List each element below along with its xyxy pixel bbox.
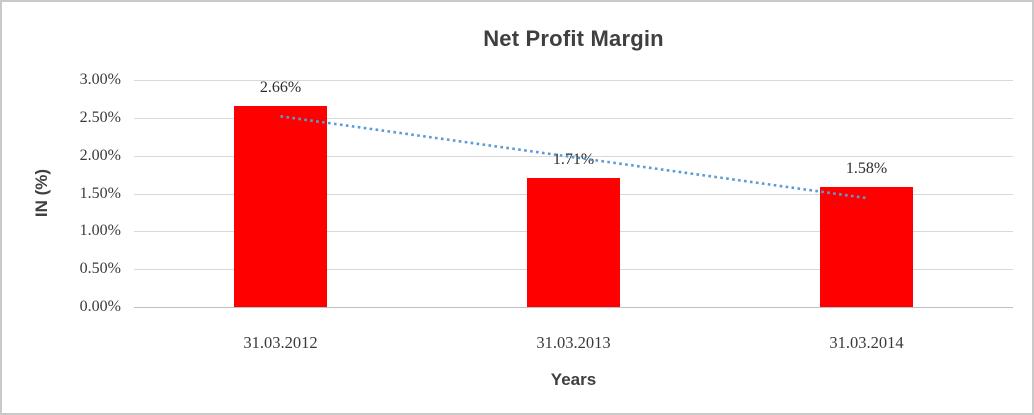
x-tick-label: 31.03.2013 [536,333,611,352]
y-tick-label: 3.00% [79,71,121,88]
x-tick-label: 31.03.2014 [829,333,904,352]
bar [820,187,913,307]
y-tick-label: 2.00% [79,146,121,164]
y-tick-label: 0.50% [79,260,121,278]
bar-value-label: 2.66% [259,78,302,96]
gridline [134,80,1013,81]
chart-title: Net Profit Margin [483,26,664,51]
bar-value-label: 1.58% [845,160,888,178]
x-axis-line [134,307,1013,308]
x-tick-label: 31.03.2012 [243,333,318,352]
bar-value-label: 1.71% [552,150,595,168]
x-axis-title: Years [550,370,597,389]
y-tick-label: 2.50% [79,108,121,126]
y-tick-label: 1.00% [79,222,121,240]
bar [234,105,327,307]
y-tick-label: 0.00% [79,298,121,315]
y-tick-label: 1.50% [79,184,121,202]
bar [527,177,620,307]
